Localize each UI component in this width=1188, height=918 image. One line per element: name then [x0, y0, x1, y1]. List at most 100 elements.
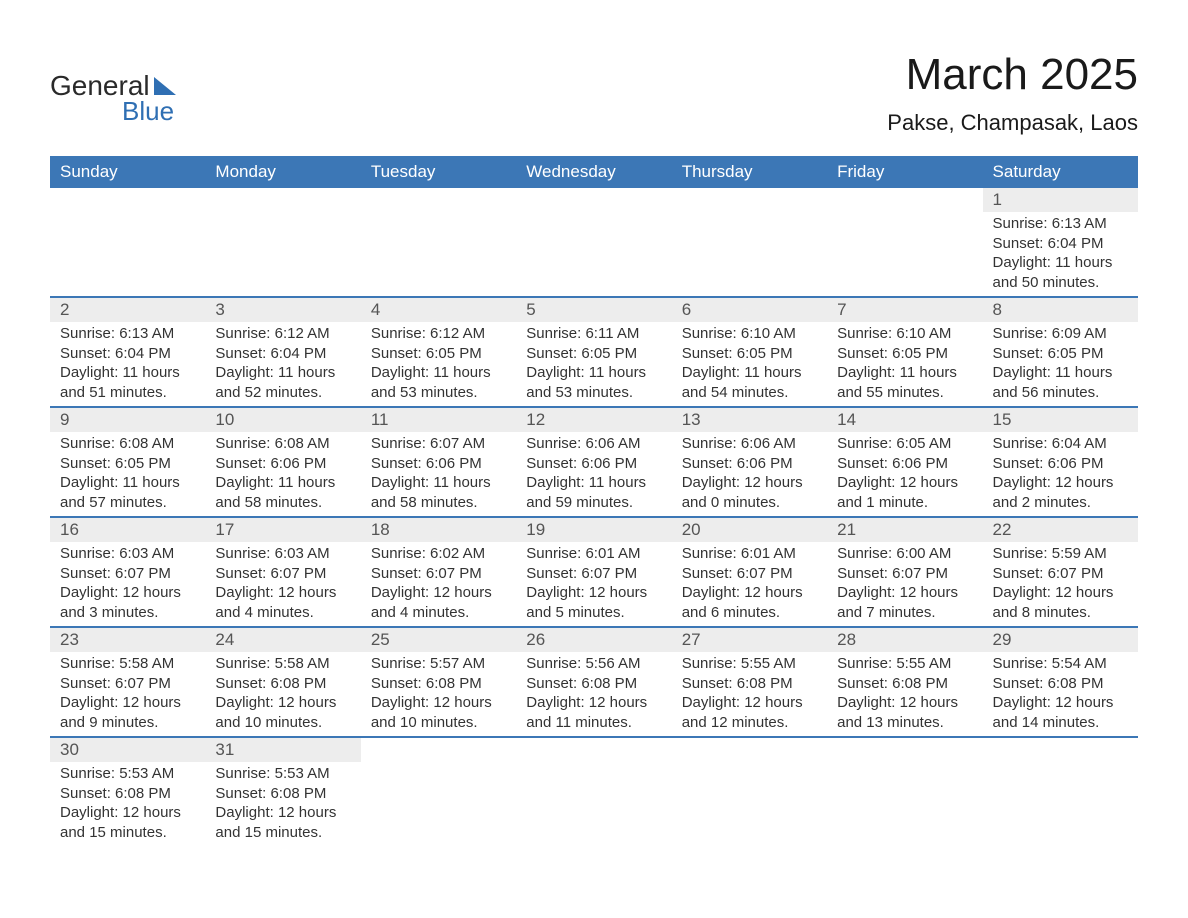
detail-label: Daylight: [682, 694, 745, 711]
detail-line-daylight: Daylight: 12 hours and 8 minutes. [993, 583, 1128, 622]
calendar-week-row: 16Sunrise: 6:03 AMSunset: 6:07 PMDayligh… [50, 517, 1138, 627]
calendar-week-row: 9Sunrise: 6:08 AMSunset: 6:05 PMDaylight… [50, 407, 1138, 517]
detail-label: Daylight: [837, 364, 900, 381]
detail-label: Daylight: [837, 584, 900, 601]
day-number: 11 [361, 408, 516, 432]
calendar-day-cell: 4Sunrise: 6:12 AMSunset: 6:05 PMDaylight… [361, 297, 516, 407]
day-number: 13 [672, 408, 827, 432]
detail-label: Sunset: [215, 785, 270, 802]
day-details: Sunrise: 6:01 AMSunset: 6:07 PMDaylight:… [516, 542, 671, 626]
day-details: Sunrise: 5:55 AMSunset: 6:08 PMDaylight:… [672, 652, 827, 736]
detail-value: 6:07 PM [115, 675, 171, 692]
detail-line-daylight: Daylight: 11 hours and 55 minutes. [837, 363, 972, 402]
weekday-header: Tuesday [361, 156, 516, 188]
detail-value: 6:03 AM [119, 545, 174, 562]
detail-value: 5:58 AM [275, 655, 330, 672]
detail-line-sunset: Sunset: 6:07 PM [837, 564, 972, 584]
detail-value: 6:12 AM [275, 325, 330, 342]
detail-label: Sunrise: [837, 435, 896, 452]
detail-line-sunrise: Sunrise: 6:02 AM [371, 544, 506, 564]
detail-line-sunset: Sunset: 6:05 PM [526, 344, 661, 364]
detail-line-daylight: Daylight: 11 hours and 59 minutes. [526, 473, 661, 512]
detail-label: Daylight: [682, 474, 745, 491]
detail-label: Daylight: [526, 364, 589, 381]
detail-label: Sunset: [526, 455, 581, 472]
day-details [672, 762, 827, 768]
calendar-table: SundayMondayTuesdayWednesdayThursdayFrid… [50, 156, 1138, 846]
detail-line-daylight: Daylight: 12 hours and 9 minutes. [60, 693, 195, 732]
day-number: 9 [50, 408, 205, 432]
weekday-header: Saturday [983, 156, 1138, 188]
day-number: 16 [50, 518, 205, 542]
detail-line-sunrise: Sunrise: 6:08 AM [215, 434, 350, 454]
detail-line-sunset: Sunset: 6:07 PM [682, 564, 817, 584]
detail-line-sunset: Sunset: 6:08 PM [215, 674, 350, 694]
day-details: Sunrise: 6:07 AMSunset: 6:06 PMDaylight:… [361, 432, 516, 516]
detail-label: Sunrise: [837, 325, 896, 342]
day-details [983, 762, 1138, 768]
detail-value: 6:06 PM [426, 455, 482, 472]
calendar-day-cell: 20Sunrise: 6:01 AMSunset: 6:07 PMDayligh… [672, 517, 827, 627]
detail-label: Daylight: [215, 694, 278, 711]
detail-line-sunrise: Sunrise: 5:59 AM [993, 544, 1128, 564]
detail-label: Sunset: [215, 455, 270, 472]
day-number: 6 [672, 298, 827, 322]
day-details: Sunrise: 6:13 AMSunset: 6:04 PMDaylight:… [983, 212, 1138, 296]
day-details [827, 212, 982, 218]
calendar-day-cell: 29Sunrise: 5:54 AMSunset: 6:08 PMDayligh… [983, 627, 1138, 737]
calendar-day-cell: 11Sunrise: 6:07 AMSunset: 6:06 PMDayligh… [361, 407, 516, 517]
detail-value: 6:01 AM [741, 545, 796, 562]
detail-value: 6:08 PM [1048, 675, 1104, 692]
detail-line-sunrise: Sunrise: 6:13 AM [993, 214, 1128, 234]
calendar-empty-cell [205, 188, 360, 297]
detail-label: Daylight: [215, 364, 278, 381]
calendar-day-cell: 27Sunrise: 5:55 AMSunset: 6:08 PMDayligh… [672, 627, 827, 737]
detail-line-daylight: Daylight: 12 hours and 15 minutes. [60, 803, 195, 842]
day-details [516, 762, 671, 768]
weekday-header: Thursday [672, 156, 827, 188]
detail-label: Daylight: [215, 474, 278, 491]
detail-label: Daylight: [371, 584, 434, 601]
location-subtitle: Pakse, Champasak, Laos [887, 110, 1138, 136]
weekday-header: Monday [205, 156, 360, 188]
detail-line-sunrise: Sunrise: 6:13 AM [60, 324, 195, 344]
detail-line-daylight: Daylight: 12 hours and 3 minutes. [60, 583, 195, 622]
day-details: Sunrise: 5:59 AMSunset: 6:07 PMDaylight:… [983, 542, 1138, 626]
calendar-day-cell: 8Sunrise: 6:09 AMSunset: 6:05 PMDaylight… [983, 297, 1138, 407]
detail-line-sunrise: Sunrise: 6:08 AM [60, 434, 195, 454]
calendar-empty-cell [361, 188, 516, 297]
calendar-day-cell: 23Sunrise: 5:58 AMSunset: 6:07 PMDayligh… [50, 627, 205, 737]
detail-label: Sunrise: [682, 655, 741, 672]
detail-line-sunset: Sunset: 6:07 PM [60, 564, 195, 584]
detail-value: 6:04 PM [1048, 235, 1104, 252]
day-number: 3 [205, 298, 360, 322]
detail-label: Daylight: [60, 364, 123, 381]
detail-label: Sunset: [837, 675, 892, 692]
day-details: Sunrise: 6:03 AMSunset: 6:07 PMDaylight:… [50, 542, 205, 626]
detail-line-sunset: Sunset: 6:06 PM [837, 454, 972, 474]
detail-line-sunset: Sunset: 6:04 PM [993, 234, 1128, 254]
detail-line-daylight: Daylight: 12 hours and 5 minutes. [526, 583, 661, 622]
day-details: Sunrise: 5:58 AMSunset: 6:08 PMDaylight:… [205, 652, 360, 736]
detail-label: Sunrise: [60, 435, 119, 452]
detail-line-daylight: Daylight: 11 hours and 58 minutes. [371, 473, 506, 512]
day-number: 2 [50, 298, 205, 322]
detail-line-daylight: Daylight: 11 hours and 52 minutes. [215, 363, 350, 402]
detail-label: Sunset: [993, 675, 1048, 692]
day-details: Sunrise: 6:05 AMSunset: 6:06 PMDaylight:… [827, 432, 982, 516]
detail-label: Daylight: [60, 804, 123, 821]
detail-line-sunrise: Sunrise: 5:57 AM [371, 654, 506, 674]
day-details [827, 762, 982, 768]
day-number: 19 [516, 518, 671, 542]
detail-label: Sunset: [371, 345, 426, 362]
detail-label: Sunrise: [993, 655, 1052, 672]
detail-line-sunrise: Sunrise: 5:56 AM [526, 654, 661, 674]
detail-value: 5:55 AM [741, 655, 796, 672]
day-number: 29 [983, 628, 1138, 652]
detail-value: 6:10 AM [896, 325, 951, 342]
day-details: Sunrise: 6:13 AMSunset: 6:04 PMDaylight:… [50, 322, 205, 406]
calendar-day-cell: 28Sunrise: 5:55 AMSunset: 6:08 PMDayligh… [827, 627, 982, 737]
detail-value: 6:05 PM [892, 345, 948, 362]
detail-value: 6:07 PM [426, 565, 482, 582]
calendar-day-cell: 22Sunrise: 5:59 AMSunset: 6:07 PMDayligh… [983, 517, 1138, 627]
